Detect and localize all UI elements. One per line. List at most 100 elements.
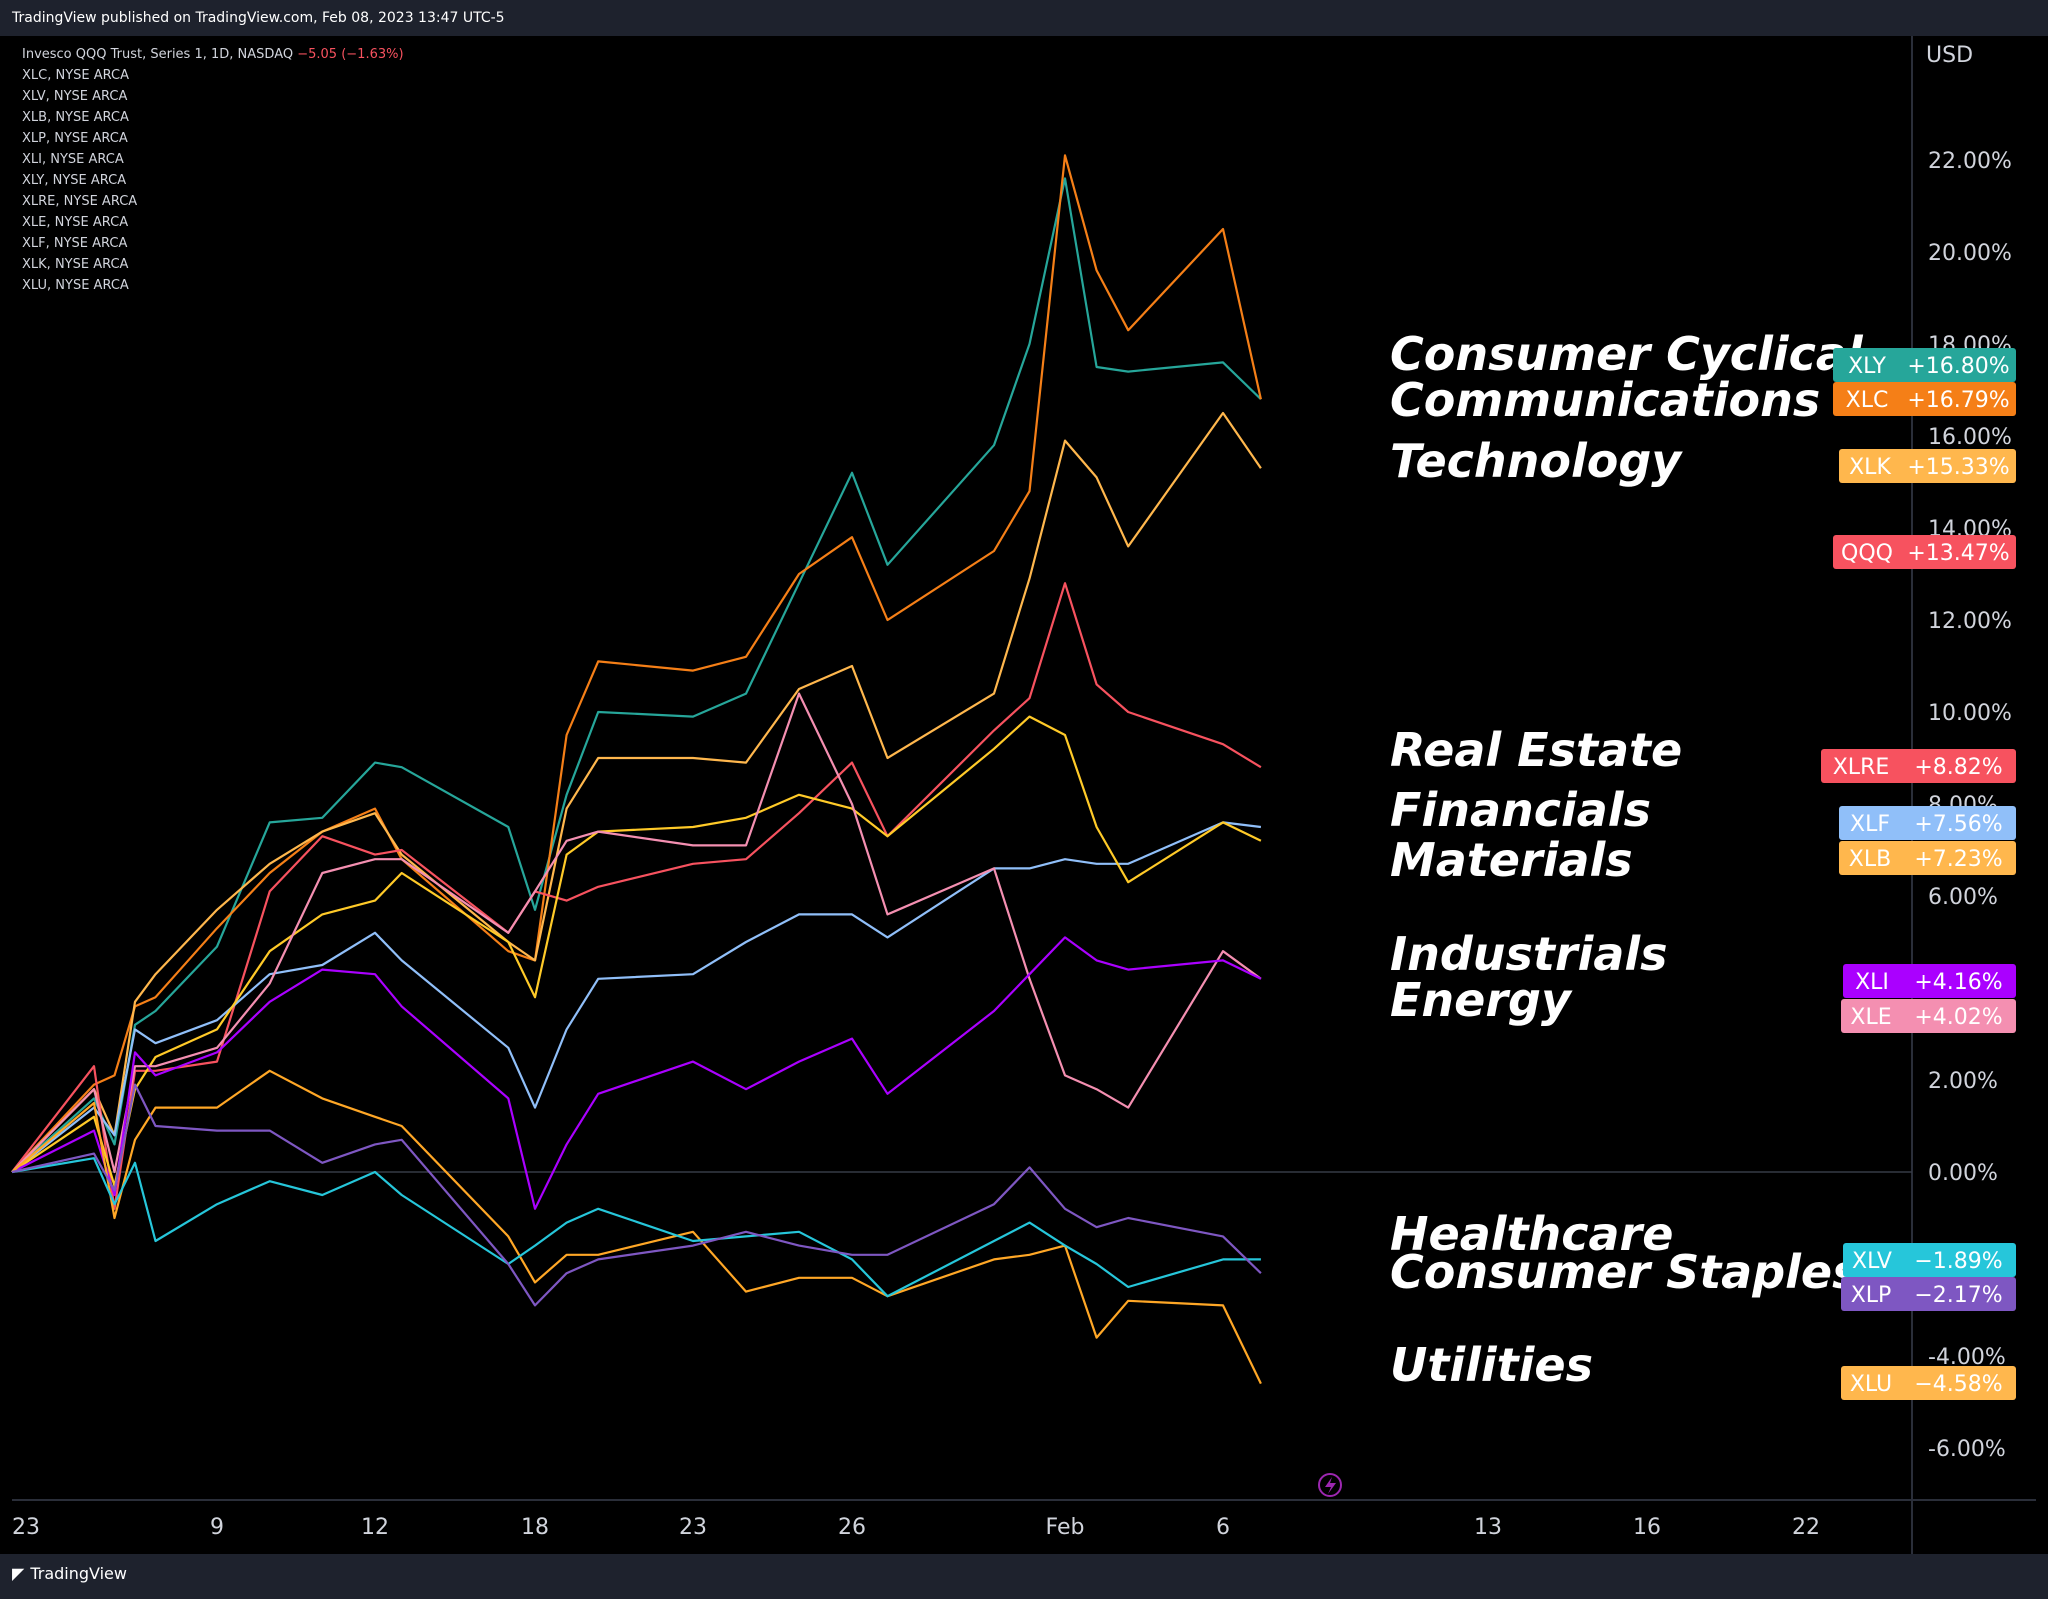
badge-ticker: XLB xyxy=(1849,847,1891,872)
x-tick-label: 13 xyxy=(1474,1515,1502,1540)
lightning-bolt-icon xyxy=(1325,1477,1336,1494)
legend-item[interactable]: XLE, NYSE ARCA xyxy=(22,215,129,230)
legend-item[interactable]: XLB, NYSE ARCA xyxy=(22,110,129,125)
sector-annotation: Energy xyxy=(1390,973,1573,1027)
y-tick-label: 16.00% xyxy=(1928,425,2012,450)
x-tick-label: 12 xyxy=(361,1515,389,1540)
badge-value: +7.56% xyxy=(1914,812,2002,837)
y-tick-label: 20.00% xyxy=(1928,241,2012,266)
price-badge xyxy=(1821,749,2016,783)
x-tick-label: 26 xyxy=(838,1515,866,1540)
y-tick-label: 2.00% xyxy=(1928,1069,1998,1094)
badge-value: +16.79% xyxy=(1907,388,2009,413)
sector-annotation: Financials xyxy=(1390,783,1651,837)
lightning-icon xyxy=(1318,1473,1342,1497)
legend-item[interactable]: XLP, NYSE ARCA xyxy=(22,131,128,146)
series-legend: Invesco QQQ Trust, Series 1, 1D, NASDAQ … xyxy=(22,44,404,296)
badge-value: −1.89% xyxy=(1914,1249,2002,1274)
badge-value: +15.33% xyxy=(1907,455,2009,480)
badge-ticker: XLF xyxy=(1850,812,1890,837)
x-tick-label: 23 xyxy=(12,1515,40,1540)
y-tick-label: 6.00% xyxy=(1928,885,1998,910)
series-line-xlf xyxy=(11,821,1262,1173)
badge-ticker: XLV xyxy=(1852,1249,1892,1274)
legend-item[interactable]: XLK, NYSE ARCA xyxy=(22,257,129,272)
series-line-xly xyxy=(11,177,1262,1173)
series-line-qqq xyxy=(11,582,1262,1210)
published-text: TradingView published on TradingView.com… xyxy=(12,10,505,26)
series-line-xlc xyxy=(11,154,1262,1173)
x-tick-label: 16 xyxy=(1633,1515,1661,1540)
legend-item[interactable]: XLU, NYSE ARCA xyxy=(22,278,129,293)
sector-annotation: Healthcare xyxy=(1390,1207,1673,1261)
legend-item[interactable]: XLI, NYSE ARCA xyxy=(22,152,124,167)
x-tick-label: 18 xyxy=(521,1515,549,1540)
legend-item[interactable]: XLY, NYSE ARCA xyxy=(22,173,127,188)
legend-main-change: −5.05 (−1.63%) xyxy=(297,47,404,62)
badge-value: +4.16% xyxy=(1914,970,2002,995)
legend-main-row[interactable]: Invesco QQQ Trust, Series 1, 1D, NASDAQ … xyxy=(22,44,404,65)
chart-area[interactable] xyxy=(12,36,2036,1554)
price-badge xyxy=(1833,348,2016,382)
legend-main-label: Invesco QQQ Trust, Series 1, 1D, NASDAQ xyxy=(22,47,294,62)
sector-annotation: Real Estate xyxy=(1390,723,1682,777)
badge-value: +13.47% xyxy=(1907,541,2009,566)
x-tick-label: Feb xyxy=(1046,1515,1085,1540)
badge-value: +4.02% xyxy=(1914,1005,2002,1030)
y-tick-label: -4.00% xyxy=(1928,1345,2006,1370)
footer-brand: TradingView xyxy=(30,1564,127,1583)
footer-bar: ◤ TradingView xyxy=(0,1554,2048,1599)
badge-ticker: XLE xyxy=(1850,1005,1891,1030)
legend-item[interactable]: XLRE, NYSE ARCA xyxy=(22,194,138,209)
badge-ticker: XLP xyxy=(1851,1283,1892,1308)
sector-annotation: Materials xyxy=(1390,833,1633,887)
y-tick-label: 0.00% xyxy=(1928,1161,1998,1186)
sector-annotation: Technology xyxy=(1390,434,1683,488)
price-badge xyxy=(1839,841,2016,875)
legend-item[interactable]: XLC, NYSE ARCA xyxy=(22,68,130,83)
legend-item[interactable]: XLV, NYSE ARCA xyxy=(22,89,128,104)
price-badge xyxy=(1841,1277,2016,1311)
x-tick-label: 6 xyxy=(1216,1515,1230,1540)
sector-annotation: Communications xyxy=(1390,373,1820,427)
badge-value: −4.58% xyxy=(1914,1372,2002,1397)
sector-annotation: Industrials xyxy=(1390,927,1668,981)
y-tick-label: 10.00% xyxy=(1928,701,2012,726)
price-badge xyxy=(1843,964,2016,998)
series-line-xlp xyxy=(11,1083,1262,1307)
badge-value: −2.17% xyxy=(1914,1283,2002,1308)
x-tick-label: 22 xyxy=(1792,1515,1820,1540)
badge-ticker: XLC xyxy=(1846,388,1889,413)
badge-ticker: XLI xyxy=(1855,970,1889,995)
price-badge xyxy=(1833,535,2016,569)
badge-ticker: XLRE xyxy=(1833,755,1890,780)
price-badge xyxy=(1841,999,2016,1033)
badge-ticker: XLY xyxy=(1848,354,1886,379)
price-scale-currency: USD xyxy=(1926,43,1973,68)
y-tick-label: -6.00% xyxy=(1928,1437,2006,1462)
series-line-xlb xyxy=(11,715,1262,1187)
x-tick-label: 9 xyxy=(210,1515,224,1540)
legend-item[interactable]: XLF, NYSE ARCA xyxy=(22,236,128,251)
badge-value: +16.80% xyxy=(1907,354,2009,379)
sector-annotation: Consumer Cyclical xyxy=(1390,327,1864,381)
price-badge xyxy=(1839,806,2016,840)
sector-annotation: Consumer Staples xyxy=(1390,1245,1860,1299)
y-tick-label: 12.00% xyxy=(1928,609,2012,634)
series-line-xli xyxy=(11,936,1262,1210)
badge-ticker: XLU xyxy=(1850,1372,1892,1397)
tradingview-logo[interactable]: ◤ TradingView xyxy=(12,1564,127,1583)
price-badge xyxy=(1839,449,2016,483)
price-badge xyxy=(1841,1366,2016,1400)
x-tick-label: 23 xyxy=(679,1515,707,1540)
price-badge xyxy=(1843,1243,2016,1277)
series-line-xle xyxy=(11,1069,1262,1385)
series-line-xlk xyxy=(11,411,1262,1173)
published-banner: TradingView published on TradingView.com… xyxy=(0,0,2048,36)
sector-annotation: Utilities xyxy=(1390,1338,1593,1392)
badge-ticker: XLK xyxy=(1849,455,1891,480)
badge-ticker: QQQ xyxy=(1841,541,1893,566)
series-line-xlre xyxy=(11,692,1262,1174)
badge-value: +8.82% xyxy=(1914,755,2002,780)
